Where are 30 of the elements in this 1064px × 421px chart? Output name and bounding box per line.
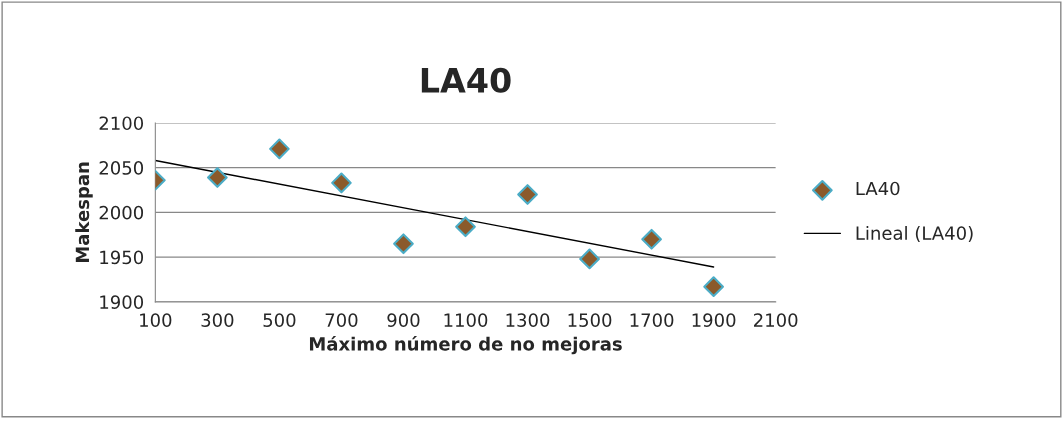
x-tick-label: 500 bbox=[263, 313, 296, 327]
x-tick-label: 1500 bbox=[568, 313, 612, 327]
x-tick-label: 100 bbox=[140, 313, 172, 327]
point bbox=[641, 228, 662, 250]
x-tick-label: 1100 bbox=[444, 313, 488, 327]
y-tick-label: 2100 bbox=[99, 116, 144, 131]
point bbox=[703, 276, 724, 298]
point bbox=[455, 216, 476, 238]
chart-title: LA40 bbox=[421, 67, 511, 93]
y-tick-label: 2050 bbox=[99, 161, 144, 175]
y-tick-label: 1950 bbox=[100, 250, 144, 265]
point bbox=[269, 138, 290, 160]
x-tick-label: 300 bbox=[201, 313, 234, 327]
y-tick-label: 2000 bbox=[99, 205, 144, 220]
legend-label: LA40 bbox=[856, 181, 900, 196]
x-tick-label: 1900 bbox=[692, 313, 736, 327]
x-tick-label: 700 bbox=[325, 313, 358, 327]
x-tick-label: 900 bbox=[387, 313, 420, 327]
x-tick-label: 2100 bbox=[754, 313, 798, 327]
point bbox=[393, 233, 414, 255]
legend-label: Lineal (LA40) bbox=[856, 225, 973, 243]
x-tick-label: 1300 bbox=[506, 313, 550, 327]
point bbox=[579, 248, 600, 270]
x-axis-title: Máximo número de no mejoras bbox=[309, 336, 622, 355]
y-tick-label: 1900 bbox=[100, 295, 144, 309]
x-tick-label: 1700 bbox=[630, 313, 674, 327]
point bbox=[517, 184, 538, 205]
point bbox=[331, 172, 352, 194]
y-axis-title: Makespan bbox=[75, 162, 93, 263]
point bbox=[207, 167, 228, 188]
